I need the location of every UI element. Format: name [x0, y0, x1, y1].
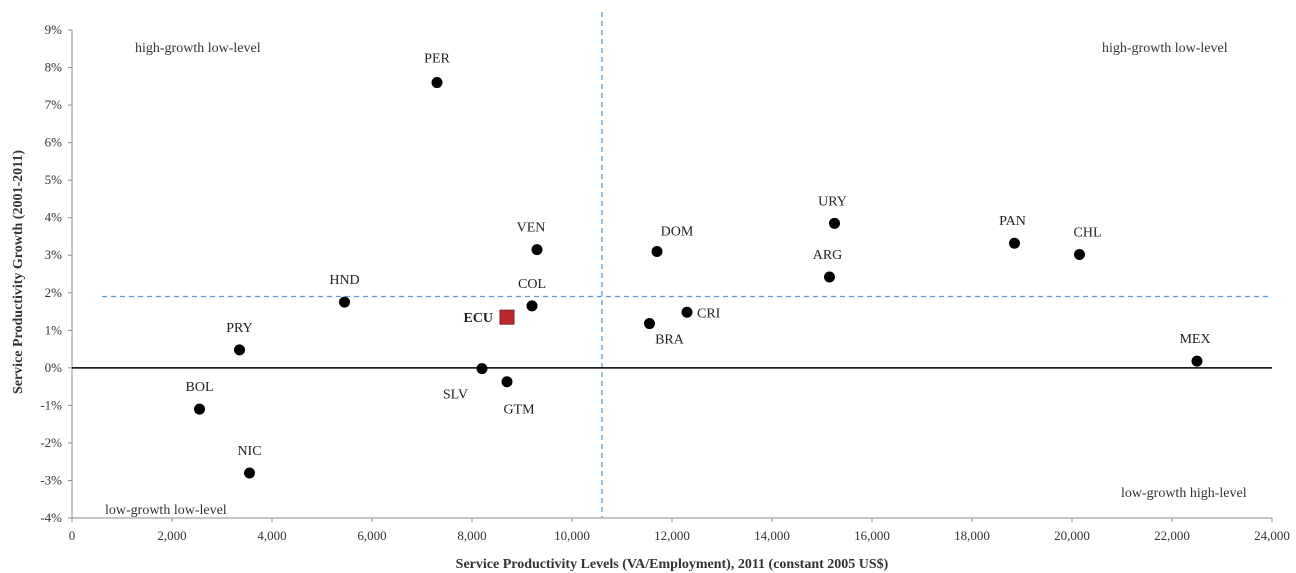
quadrant-labels: high-growth low-level high-growth low-le… [105, 41, 1247, 518]
x-tick-label: 20,000 [1054, 528, 1090, 543]
y-tick-label: 7% [45, 97, 63, 112]
data-point-gtm [501, 376, 513, 388]
data-label-bol: BOL [186, 380, 214, 395]
data-point-nic [244, 467, 255, 479]
y-tick-label: 1% [45, 322, 63, 337]
data-point-per [431, 77, 443, 89]
data-point-bra [644, 318, 655, 330]
data-label-hnd: HND [329, 273, 359, 288]
data-label-nic: NIC [237, 444, 261, 459]
y-tick-label: -2% [40, 435, 62, 450]
data-label-pan: PAN [999, 214, 1026, 229]
data-point-bol [194, 403, 205, 415]
y-tick-label: -1% [40, 397, 62, 412]
x-tick-label: 6,000 [357, 528, 386, 543]
data-label-per: PER [424, 52, 450, 67]
data-point-dom [651, 245, 663, 257]
quadrant-label-top-left: high-growth low-level [135, 41, 261, 56]
data-point-slv [476, 363, 488, 375]
quadrant-label-top-right: high-growth low-level [1102, 41, 1228, 56]
data-point-mex [1191, 355, 1203, 367]
data-label-gtm: GTM [503, 403, 535, 418]
x-tick-label: 10,000 [554, 528, 590, 543]
x-axis-title: Service Productivity Levels (VA/Employme… [456, 557, 889, 572]
data-point-pan [1009, 237, 1020, 249]
data-point-ven [531, 244, 543, 256]
data-point-labels: PER VEN HND COL ECU PRY BOL NIC SLV GTM DOM BRA CRI U… [186, 52, 1211, 459]
x-tick-label: 8,000 [457, 528, 486, 543]
x-tick-label: 22,000 [1154, 528, 1190, 543]
data-label-cri: CRI [697, 306, 721, 321]
data-label-ury: URY [818, 194, 847, 209]
y-axis-title: Service Productivity Growth (2001-2011) [11, 150, 26, 394]
data-label-dom: DOM [661, 224, 694, 239]
y-tick-label: -3% [40, 472, 62, 487]
data-label-mex: MEX [1179, 332, 1210, 347]
data-label-pry: PRY [226, 321, 252, 336]
data-point-arg [824, 271, 835, 283]
data-label-col: COL [518, 277, 546, 292]
tick-labels: 0 2,000 4,000 6,000 8,000 10,000 12,000 14,000 1… [40, 22, 1290, 543]
x-tick-label: 12,000 [654, 528, 690, 543]
x-tick-label: 2,000 [157, 528, 186, 543]
x-tick-label: 0 [69, 528, 76, 543]
y-tick-label: 9% [45, 22, 63, 37]
y-tick-label: 3% [45, 247, 63, 262]
data-label-bra: BRA [655, 333, 685, 348]
data-point-ecu [499, 309, 515, 325]
x-tick-label: 16,000 [854, 528, 890, 543]
data-label-slv: SLV [443, 388, 468, 403]
quadrant-label-bottom-left: low-growth low-level [105, 503, 227, 518]
y-tick-label: 0% [45, 360, 63, 375]
data-point-chl [1074, 248, 1085, 260]
data-point-hnd [339, 296, 350, 308]
x-tick-label: 4,000 [257, 528, 286, 543]
data-label-chl: CHL [1074, 225, 1102, 240]
quadrant-label-bottom-right: low-growth high-level [1121, 486, 1247, 501]
data-point-pry [234, 344, 245, 356]
data-points [194, 77, 1203, 479]
y-tick-label: 2% [45, 285, 63, 300]
data-label-ven: VEN [517, 221, 546, 236]
data-point-ury [829, 217, 840, 229]
x-tick-label: 24,000 [1254, 528, 1290, 543]
data-label-arg: ARG [813, 248, 843, 263]
y-tick-label: 4% [45, 210, 63, 225]
y-tick-label: 8% [45, 60, 63, 75]
data-label-ecu: ECU [463, 311, 493, 326]
reference-lines [102, 12, 1272, 518]
y-tick-label: 6% [45, 135, 63, 150]
y-tick-label: 5% [45, 172, 63, 187]
data-point-cri [681, 306, 693, 318]
data-point-col [526, 300, 538, 312]
x-tick-label: 14,000 [754, 528, 790, 543]
x-tick-label: 18,000 [954, 528, 990, 543]
y-tick-label: -4% [40, 510, 62, 525]
